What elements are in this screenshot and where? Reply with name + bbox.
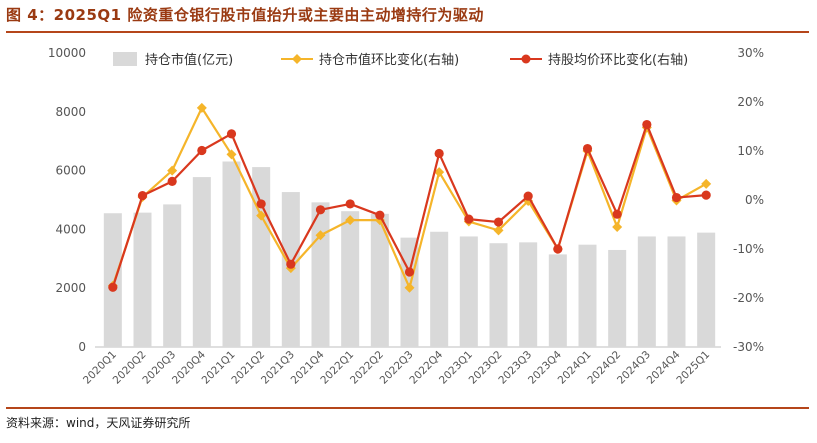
point-market-value-qoq (345, 215, 356, 226)
point-market-value-qoq (167, 165, 178, 176)
right-axis-tick: -30% (733, 340, 764, 354)
point-avg-price-qoq (671, 192, 682, 203)
bar-market-value (222, 161, 241, 347)
bar-market-value (103, 213, 122, 347)
chart-title: 图 4：2025Q1 险资重仓银行股市值抬升或主要由主动增持行为驱动 (6, 6, 484, 24)
bar-market-value (370, 213, 389, 347)
point-avg-price-qoq (167, 176, 177, 186)
bar-market-value (252, 167, 271, 347)
bar-market-value (192, 177, 211, 347)
point-market-value-qoq (226, 149, 237, 160)
point-market-value-qoq (315, 230, 326, 241)
point-market-value-qoq (612, 221, 623, 232)
point-avg-price-qoq (523, 191, 533, 201)
left-axis-tick: 10000 (48, 46, 86, 60)
bar-market-value (697, 232, 716, 347)
point-avg-price-qoq (701, 190, 711, 200)
right-axis-tick: 30% (737, 46, 764, 60)
bar-market-value (608, 249, 627, 347)
point-avg-price-qoq (286, 259, 296, 269)
legend-line2-label: 持股均价环比变化(右轴) (548, 52, 688, 68)
right-axis-tick: -10% (733, 242, 764, 256)
right-axis-tick: 0% (745, 193, 764, 207)
point-avg-price-qoq (612, 209, 622, 219)
bar-market-value (667, 236, 686, 347)
bar-market-value (637, 236, 656, 347)
point-avg-price-qoq (404, 267, 415, 277)
bar-market-value (430, 231, 449, 347)
left-axis-tick: 8000 (55, 105, 86, 119)
bar-market-value (548, 254, 567, 347)
point-market-value-qoq (196, 102, 207, 113)
legend-bar-label: 持仓市值(亿元) (145, 52, 233, 68)
bar-market-value (489, 243, 508, 347)
point-market-value-qoq (434, 167, 445, 178)
bar-market-value (578, 244, 597, 347)
point-avg-price-qoq (642, 119, 652, 130)
point-avg-price-qoq (553, 244, 563, 254)
legend-line2-marker (521, 54, 531, 64)
bar-market-value (341, 211, 360, 347)
bar-market-value (519, 242, 538, 347)
left-axis-tick: 2000 (55, 281, 86, 295)
point-avg-price-qoq (493, 217, 504, 227)
left-axis-tick: 4000 (55, 222, 86, 236)
chart: 0 2000 4000 6000 8000 10000 -30% -20% -10% 0% 10%… (48, 46, 764, 387)
point-avg-price-qoq (137, 190, 148, 201)
point-avg-price-qoq (375, 210, 385, 220)
point-avg-price-qoq (256, 199, 266, 209)
legend-bar-swatch (113, 52, 137, 66)
point-avg-price-qoq (345, 199, 355, 209)
point-market-value-qoq (256, 210, 267, 221)
bar-market-value (311, 202, 330, 347)
point-avg-price-qoq (197, 145, 207, 156)
source-note: 资料来源：wind，天风证券研究所 (6, 416, 191, 430)
point-avg-price-qoq (315, 205, 326, 215)
x-axis-tick: 2025Q1 (674, 349, 712, 387)
source-rule (6, 407, 809, 409)
point-avg-price-qoq (434, 148, 444, 159)
legend-line1-marker (292, 54, 302, 64)
title-rule (6, 31, 809, 33)
point-avg-price-qoq (582, 143, 593, 154)
bar-market-value (163, 204, 182, 347)
point-market-value-qoq (701, 178, 712, 189)
legend-line1-label: 持仓市值环比变化(右轴) (319, 52, 459, 68)
right-axis-tick: 20% (737, 95, 764, 109)
point-avg-price-qoq (226, 129, 237, 139)
point-avg-price-qoq (464, 214, 474, 224)
point-market-value-qoq (404, 282, 415, 293)
right-axis-tick: -20% (733, 291, 764, 305)
left-axis-tick: 0 (78, 340, 86, 354)
bar-market-value (133, 212, 152, 347)
point-avg-price-qoq (108, 282, 118, 292)
bar-market-value (459, 236, 478, 347)
point-market-value-qoq (493, 225, 504, 236)
right-axis-tick: 10% (737, 144, 764, 158)
left-axis-tick: 6000 (55, 164, 86, 178)
